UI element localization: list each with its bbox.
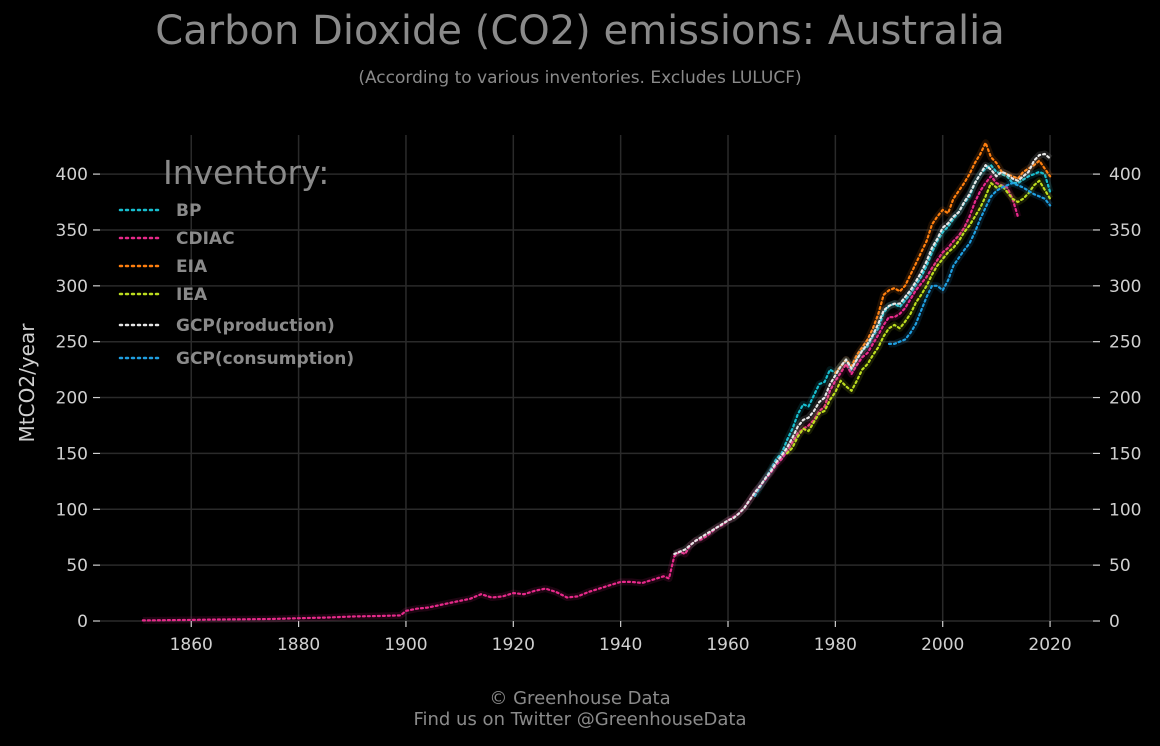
legend: Inventory: BP CDIAC EIA IEA GCP(production) GC…	[118, 153, 354, 369]
legend-label: IEA	[176, 285, 208, 305]
x-tick-label: 1920	[492, 635, 535, 655]
y-tick-label-left: 50	[66, 556, 88, 576]
y-tick-label-right: 150	[1109, 444, 1141, 464]
legend-title: Inventory:	[163, 153, 329, 192]
x-tick-label: 1960	[706, 635, 749, 655]
y-tick-label-right: 250	[1109, 333, 1141, 353]
legend-label: BP	[176, 201, 201, 221]
x-tick-label: 2020	[1028, 635, 1071, 655]
legend-label: EIA	[176, 257, 208, 277]
y-tick-label-left: 350	[56, 221, 88, 241]
y-tick-label-left: 100	[56, 500, 88, 520]
x-tick-label: 1900	[384, 635, 427, 655]
x-tick-label: 1860	[170, 635, 213, 655]
y-tick-label-left: 300	[56, 277, 88, 297]
legend-label: GCP(consumption)	[176, 349, 354, 369]
series-glow-1	[142, 172, 1022, 624]
y-tick-label-right: 0	[1109, 612, 1120, 632]
footer-copyright: © Greenhouse Data	[489, 688, 671, 709]
chart-subtitle: (According to various inventories. Exclu…	[358, 68, 802, 88]
y-tick-label-right: 100	[1109, 500, 1141, 520]
y-tick-label-right: 350	[1109, 221, 1141, 241]
x-tick-label: 2000	[921, 635, 964, 655]
y-axis-label: MtCO2/year	[15, 323, 39, 443]
x-tick-label: 1980	[814, 635, 857, 655]
y-tick-label-left: 150	[56, 444, 88, 464]
series-glow-4	[672, 150, 1053, 558]
y-tick-label-left: 200	[56, 389, 88, 409]
x-tick-label: 1940	[599, 635, 642, 655]
series-line-2	[834, 141, 1052, 375]
y-tick-label-right: 300	[1109, 277, 1141, 297]
grid-lines	[100, 135, 1093, 622]
chart-title: Carbon Dioxide (CO2) emissions: Australi…	[155, 8, 1005, 54]
series-line-3	[785, 179, 1052, 455]
series-line-0	[753, 164, 1052, 497]
y-tick-label-right: 50	[1109, 556, 1131, 576]
legend-label: GCP(production)	[176, 316, 335, 336]
series-line-5	[887, 181, 1052, 345]
y-tick-label-left: 400	[56, 165, 88, 185]
footer-twitter: Find us on Twitter @GreenhouseData	[413, 709, 747, 730]
series-line-4	[673, 152, 1052, 556]
series-lines	[141, 139, 1054, 624]
y-tick-label-left: 0	[77, 612, 88, 632]
x-tick-label: 1880	[277, 635, 320, 655]
y-tick-label-right: 200	[1109, 389, 1141, 409]
axes: 1860 1880 1900 1920 1940 1960 1980 2000 2020 0 0 50…	[56, 165, 1142, 655]
series-line-1	[141, 175, 1020, 622]
y-tick-label-right: 400	[1109, 165, 1141, 185]
legend-label: CDIAC	[176, 229, 235, 249]
y-tick-label-left: 250	[56, 333, 88, 353]
